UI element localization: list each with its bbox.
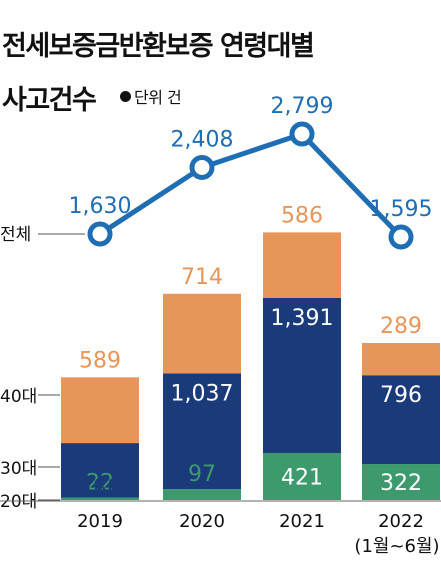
legend-20s: 20대: [0, 492, 37, 512]
legend-total: 전체: [0, 225, 31, 245]
total-point-2022: [388, 224, 414, 250]
data-label-30s-2019: 488: [79, 476, 121, 501]
data-label-20s-2021: 421: [281, 466, 323, 491]
data-label-20s-2020: 97: [188, 462, 216, 487]
bar-segment-40대-2021: [263, 232, 341, 298]
x-tick-label-2020: 2020: [179, 511, 225, 532]
unit-label: 단위 건: [134, 88, 182, 107]
total-label-2021: 2,799: [271, 94, 334, 119]
total-label-2019: 1,630: [69, 194, 132, 219]
legend-30s: 30대: [0, 459, 37, 479]
bar-segment-20대-2021: [263, 453, 341, 500]
total-label-2020: 2,408: [171, 127, 234, 152]
x-tick-label-2019: 2019: [77, 511, 123, 532]
data-label-30s-2021: 1,391: [271, 306, 334, 331]
bar-segment-20대-2022: [362, 464, 440, 500]
x-tick-label-2021: 2021: [279, 511, 325, 532]
x-tick-label-2022: 2022: [378, 511, 424, 532]
bar-segment-40대-2019: [61, 377, 139, 444]
x-tick-sublabel-2022: (1월~6월): [354, 536, 439, 557]
bar-segment-20대-2019: [61, 497, 139, 500]
data-label-20s-2019: 22: [86, 471, 114, 496]
data-label-20s-2022: 322: [380, 471, 422, 496]
bar-segment-30대-2022: [362, 375, 440, 465]
data-label-40s-2020: 714: [181, 265, 223, 290]
total-point-2021: [289, 121, 315, 147]
total-point-2020: [189, 154, 215, 180]
data-label-40s-2022: 289: [380, 314, 422, 339]
unit-note: 단위 건: [120, 84, 182, 108]
bar-segment-40대-2022: [362, 342, 440, 376]
chart-title-line1: 전세보증금반환보증 연령대별: [2, 31, 315, 62]
data-label-30s-2022: 796: [380, 383, 422, 408]
data-label-40s-2021: 586: [281, 203, 323, 228]
total-point-2019: [87, 221, 113, 247]
bar-segment-30대-2021: [263, 297, 341, 454]
data-label-40s-2019: 589: [79, 348, 121, 373]
chart-title-line2: 사고건수: [2, 85, 97, 116]
bar-segment-30대-2019: [61, 443, 139, 498]
total-label-2022: 1,595: [370, 197, 433, 222]
bar-segment-20대-2020: [163, 489, 241, 500]
bar-segment-30대-2020: [163, 373, 241, 490]
legend-40s: 40대: [0, 387, 37, 407]
bar-segment-40대-2020: [163, 293, 241, 374]
data-label-30s-2020: 1,037: [171, 381, 234, 406]
bullet-icon: [120, 91, 131, 102]
total-line: [98, 131, 403, 239]
